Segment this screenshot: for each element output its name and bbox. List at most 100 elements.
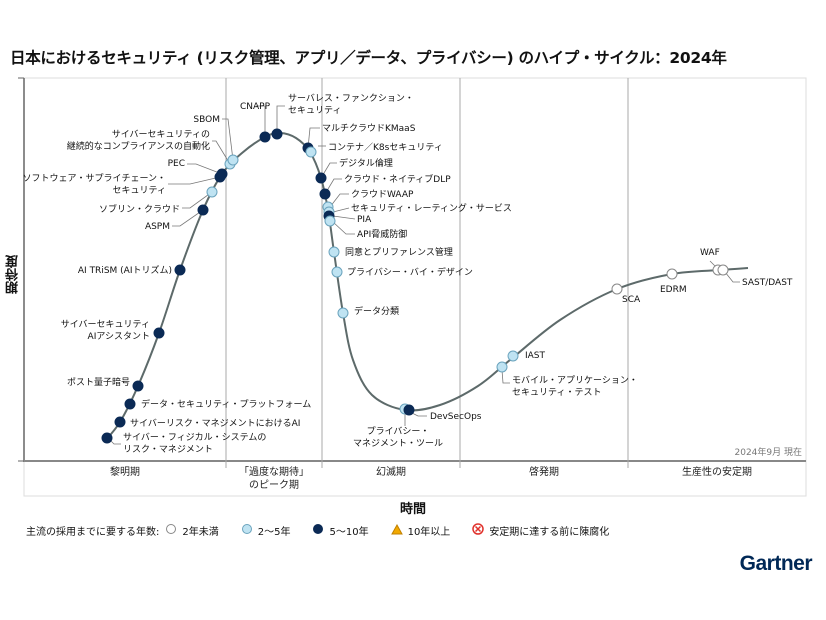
technology-point[interactable] bbox=[259, 131, 271, 143]
technology-point[interactable] bbox=[611, 283, 623, 295]
red-x-circle-icon bbox=[472, 523, 485, 538]
phase-label: 黎明期 bbox=[110, 465, 140, 478]
technology-label: マルチクラウドKMaaS bbox=[322, 123, 416, 134]
technology-point[interactable] bbox=[717, 264, 729, 276]
technology-point[interactable] bbox=[666, 268, 678, 280]
legend-label: 5～10年 bbox=[329, 527, 369, 538]
phase-label: 啓発期 bbox=[529, 465, 559, 478]
technology-point[interactable] bbox=[206, 186, 218, 198]
technology-label: サイバーセキュリティの継続的なコンプライアンスの自動化 bbox=[67, 129, 210, 152]
x-axis-label: 時間 bbox=[399, 502, 426, 517]
phase-dividers bbox=[225, 78, 629, 468]
technology-point[interactable] bbox=[328, 246, 340, 258]
legend-label: 2～5年 bbox=[257, 527, 291, 538]
legend-item: 2～5年 bbox=[241, 523, 291, 538]
technology-label: サーバレス・ファンクション・セキュリティ bbox=[288, 93, 414, 116]
legend-title: 主流の採用までに要する年数: bbox=[26, 527, 160, 538]
technology-label: データ分類 bbox=[354, 305, 399, 317]
technology-point[interactable] bbox=[114, 416, 126, 428]
technology-point[interactable] bbox=[271, 128, 283, 140]
technology-point[interactable] bbox=[197, 204, 209, 216]
technology-label: API脅威防御 bbox=[357, 228, 407, 240]
technology-label: ASPM bbox=[145, 222, 170, 232]
legend-label: 2年未満 bbox=[182, 527, 219, 538]
leader-line bbox=[307, 127, 320, 149]
legend-item: 10年以上 bbox=[390, 523, 451, 538]
technology-label: プライバシー・バイ・デザイン bbox=[347, 266, 473, 278]
technology-point[interactable] bbox=[132, 380, 144, 392]
technology-point[interactable] bbox=[124, 398, 136, 410]
legend-label: 10年以上 bbox=[407, 527, 451, 538]
y-axis-label: 期待度 bbox=[6, 255, 21, 294]
technology-points bbox=[101, 128, 729, 444]
as-of-date: 2024年9月 現在 bbox=[735, 446, 803, 458]
technology-label: プライバシー・マネジメント・ツール bbox=[353, 426, 443, 449]
technology-label: クラウドWAAP bbox=[351, 189, 414, 200]
leader-line bbox=[332, 207, 350, 213]
white-circle-icon bbox=[165, 523, 177, 538]
phase-label: 「過度な期待」のピーク期 bbox=[239, 465, 309, 491]
technology-label: 同意とプリファレンス管理 bbox=[345, 246, 453, 258]
technology-label: PEC bbox=[168, 159, 185, 169]
dark-blue-circle-icon bbox=[312, 523, 324, 538]
technology-point[interactable] bbox=[324, 215, 336, 227]
technology-label: セキュリティ・レーティング・サービス bbox=[351, 202, 512, 214]
chart-title: 日本におけるセキュリティ (リスク管理、アプリ／データ、プライバシー) のハイプ… bbox=[10, 49, 727, 67]
legend-item: 安定期に達する前に陳腐化 bbox=[472, 523, 609, 538]
phase-labels: 黎明期 「過度な期待」のピーク期 幻滅期 啓発期 生産性の安定期 bbox=[110, 465, 752, 491]
legend-item: 5～10年 bbox=[312, 523, 369, 538]
technology-point[interactable] bbox=[101, 432, 113, 444]
leader-line bbox=[324, 178, 342, 195]
technology-point[interactable] bbox=[305, 146, 317, 158]
technology-label: データ・セキュリティ・プラットフォーム bbox=[141, 398, 311, 410]
leader-line bbox=[187, 163, 223, 175]
technology-label: PIA bbox=[357, 215, 372, 225]
leader-line bbox=[501, 369, 510, 384]
technology-label: IAST bbox=[525, 351, 546, 361]
technology-label: デジタル倫理 bbox=[339, 157, 393, 169]
technology-point[interactable] bbox=[227, 154, 239, 166]
technology-label: サイバーセキュリティ AIアシスタント bbox=[61, 319, 150, 342]
technology-point[interactable] bbox=[403, 404, 415, 416]
technology-labels: サイバー・フィジカル・システムのリスク・マネジメント サイバーリスク・マネジメント… bbox=[22, 93, 792, 455]
leader-line bbox=[256, 105, 266, 137]
light-blue-circle-icon bbox=[241, 523, 253, 538]
technology-label: SAST/DAST bbox=[742, 278, 793, 288]
technology-label: ソブリン・クラウド bbox=[99, 203, 180, 215]
leader-line bbox=[172, 209, 204, 227]
technology-label: DevSecOps bbox=[430, 412, 482, 422]
phase-label: 生産性の安定期 bbox=[682, 465, 752, 478]
technology-label: EDRM bbox=[660, 285, 687, 295]
technology-point[interactable] bbox=[331, 266, 343, 278]
technology-label: CNAPP bbox=[240, 102, 271, 112]
leader-line bbox=[724, 271, 740, 283]
technology-label: サイバーリスク・マネジメントにおけるAI bbox=[130, 418, 300, 429]
technology-label: AI TRiSM (AIトリズム) bbox=[78, 264, 172, 276]
technology-point[interactable] bbox=[496, 361, 508, 373]
gartner-logo: Gartner bbox=[739, 552, 813, 575]
leader-line bbox=[332, 215, 356, 220]
technology-point[interactable] bbox=[153, 327, 165, 339]
leader-line bbox=[222, 118, 234, 161]
technology-point[interactable] bbox=[174, 264, 186, 276]
leader-line bbox=[168, 176, 221, 185]
technology-point[interactable] bbox=[507, 350, 519, 362]
technology-point[interactable] bbox=[216, 168, 228, 180]
leader-line bbox=[276, 105, 285, 134]
legend-label: 安定期に達する前に陳腐化 bbox=[489, 527, 610, 538]
leader-line bbox=[212, 140, 231, 165]
technology-label: モバイル・アプリケーション・セキュリティ・テスト bbox=[512, 375, 638, 398]
technology-point[interactable] bbox=[319, 188, 331, 200]
technology-label: コンテナ／K8sセキュリティ bbox=[328, 142, 443, 153]
technology-point[interactable] bbox=[337, 307, 349, 319]
technology-label: SCA bbox=[622, 295, 641, 305]
leader-line bbox=[329, 193, 349, 208]
technology-point[interactable] bbox=[315, 172, 327, 184]
leader-line bbox=[182, 191, 213, 209]
leader-line bbox=[332, 221, 355, 235]
orange-triangle-icon bbox=[390, 523, 403, 538]
phase-label: 幻滅期 bbox=[376, 465, 406, 478]
technology-label: サイバー・フィジカル・システムのリスク・マネジメント bbox=[123, 432, 266, 455]
legend: 主流の採用までに要する年数: 2年未満 2～5年 5～10年 10年以上 安定期に達する… bbox=[26, 523, 631, 538]
technology-label: ソフトウェア・サプライチェーン・セキュリティ bbox=[22, 173, 166, 196]
